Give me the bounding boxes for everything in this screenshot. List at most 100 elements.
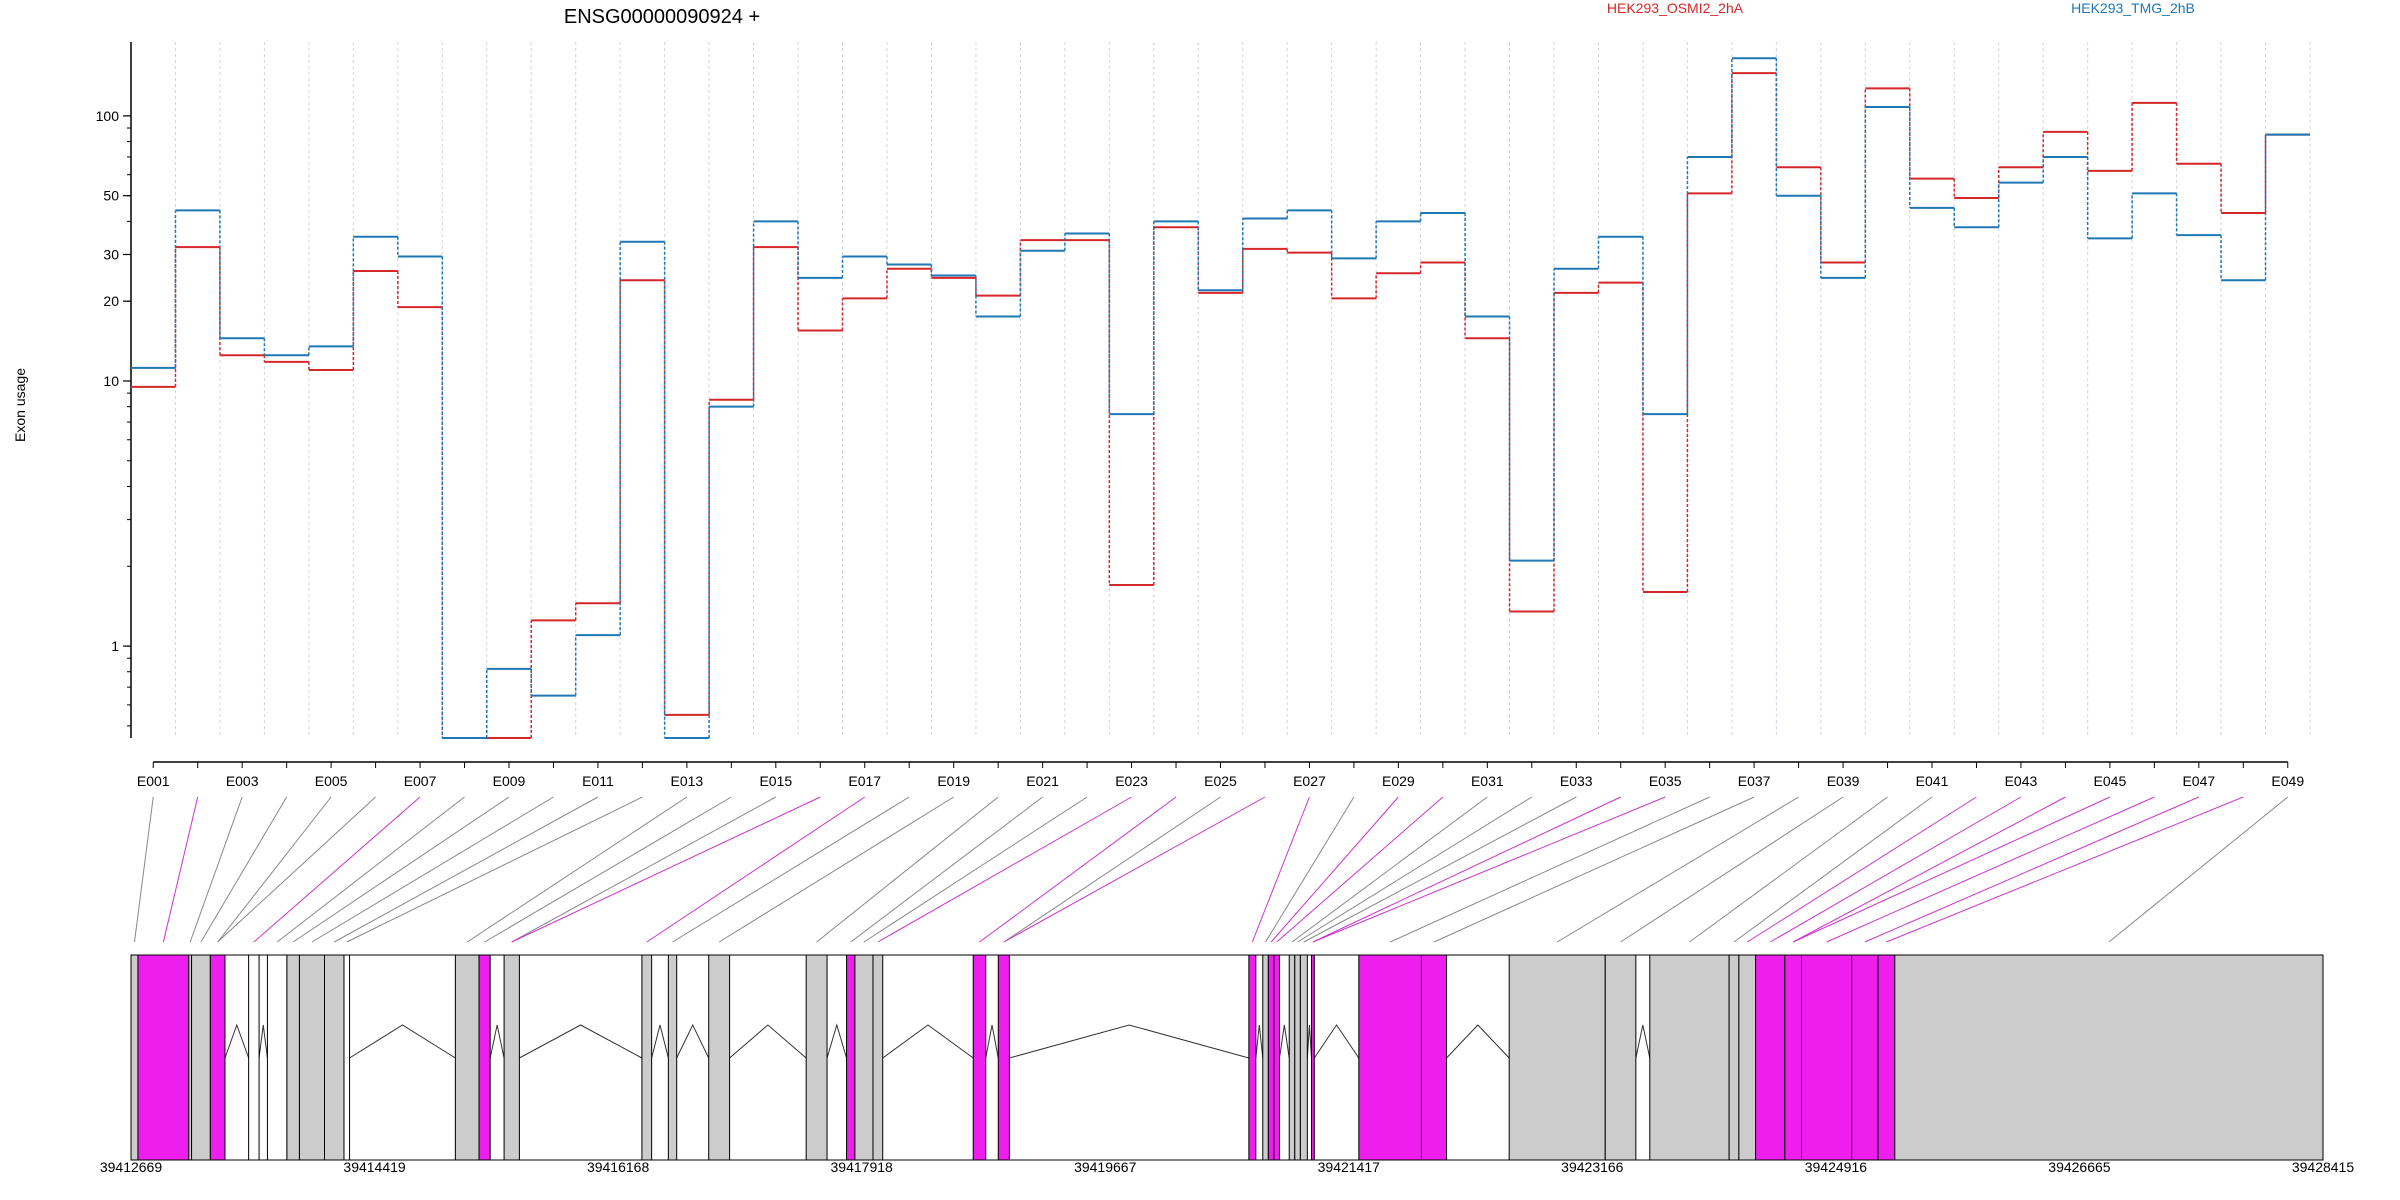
x-tick-label: E005 [315, 773, 348, 789]
exon-connector [1265, 796, 1355, 943]
y-tick-label: 100 [96, 108, 120, 124]
exon-connector [484, 796, 732, 943]
exon-connector [253, 796, 421, 943]
exon-connector [217, 796, 332, 943]
exon-connector [1270, 796, 1399, 943]
exon-connector [1297, 796, 1533, 943]
exon-connector [511, 796, 821, 943]
exon-connector [850, 796, 1043, 943]
exon-block [298, 954, 326, 1161]
exon-block [454, 954, 480, 1161]
genomic-coordinate-label: 39428415 [2292, 1159, 2355, 1175]
exon-connector [1312, 796, 1666, 943]
intron-line [676, 1023, 710, 1059]
exon-connector [162, 796, 199, 943]
intron-line [1255, 1024, 1264, 1059]
x-tick-label: E039 [1827, 773, 1860, 789]
exon-block [854, 954, 874, 1161]
intron-line [1306, 1024, 1312, 1059]
exon-block [1851, 954, 1879, 1161]
exon-connector [1276, 796, 1444, 943]
legend-label-osmi2: HEK293_OSMI2_2hA [1607, 0, 1744, 16]
x-tick-label: E031 [1471, 773, 1504, 789]
exon-connector [718, 796, 954, 943]
x-tick-label: E009 [493, 773, 526, 789]
exon-block [137, 954, 190, 1161]
exon-connector [1746, 796, 1977, 943]
exon-block [266, 954, 288, 1161]
exon-block [209, 954, 226, 1161]
exon-connector [1689, 796, 1888, 943]
exon-block [805, 954, 828, 1161]
exon-block [846, 954, 856, 1161]
genomic-coordinate-label: 39421417 [1318, 1159, 1381, 1175]
exon-block [1877, 954, 1896, 1161]
gene-model: 39412669 39414419 39416168 39417918 39419667… [100, 954, 2355, 1175]
exon-connector [466, 796, 688, 943]
data-series [131, 57, 2310, 739]
exon-block [1801, 954, 1853, 1161]
exon-connector [334, 796, 599, 943]
genomic-coordinate-label: 39424916 [1805, 1159, 1868, 1175]
exon-block [1273, 954, 1280, 1161]
genomic-coordinate-label: 39423166 [1561, 1159, 1624, 1175]
genomic-coordinate-label: 39426665 [2048, 1159, 2111, 1175]
exon-connector [1769, 796, 2022, 943]
exon-connector [1003, 796, 1266, 943]
y-tick-label: 10 [103, 373, 119, 389]
genomic-coordinate-label: 39419667 [1074, 1159, 1137, 1175]
exon-connector [979, 796, 1177, 943]
exon-block [1420, 954, 1448, 1161]
exon-connector [1864, 796, 2200, 943]
exon-connector [1792, 796, 2111, 943]
exon-connector [2108, 796, 2289, 943]
exon-connector [189, 796, 243, 943]
y-tick-label: 20 [103, 293, 119, 309]
intron-line [258, 1024, 268, 1059]
exon-block [667, 954, 678, 1161]
x-tick-label: E015 [759, 773, 792, 789]
exon-connector [511, 796, 777, 943]
exon-block [1288, 954, 1296, 1161]
exon-block [1784, 954, 1803, 1161]
exon-block [997, 954, 1010, 1161]
exon-connector [1291, 796, 1488, 943]
exon-connector [1792, 796, 2066, 943]
exon-block [1728, 954, 1740, 1161]
exon-block [1508, 954, 1606, 1161]
exon-block [708, 954, 731, 1161]
x-tick-label: E019 [937, 773, 970, 789]
intron-line [729, 1024, 807, 1059]
x-tick-label: E007 [404, 773, 437, 789]
exon-block [1604, 954, 1637, 1161]
genomic-coordinate-label: 39416168 [587, 1159, 650, 1175]
exon-connector [672, 796, 910, 943]
exon-block [1738, 954, 1757, 1161]
exon-connector [217, 796, 376, 943]
x-tick-label: E023 [1115, 773, 1148, 789]
intron-line [1635, 1024, 1651, 1059]
intron-line [349, 1024, 456, 1059]
exon-connector [1303, 796, 1577, 943]
genomic-coordinate-label: 39417918 [831, 1159, 894, 1175]
x-tick-label: E021 [1026, 773, 1059, 789]
exon-connector [1312, 796, 1621, 943]
exon-connector [311, 796, 554, 943]
x-tick-label: E025 [1204, 773, 1237, 789]
axes: 1 10 20 30 50 100 E001 E003 E005 E007 E009 E011 E013… [96, 42, 2304, 789]
y-tick-label: 30 [103, 247, 119, 263]
x-tick-label: E017 [848, 773, 881, 789]
exon-connector [1886, 796, 2244, 943]
intron-line [489, 1024, 505, 1059]
series-1 [131, 57, 2310, 739]
exon-block [1358, 954, 1422, 1161]
exon-connector [816, 796, 999, 943]
exon-block [191, 954, 211, 1161]
exon-connector [133, 796, 154, 943]
intron-line [1313, 1024, 1360, 1059]
exon-connectors [133, 796, 2289, 943]
exon-connector [1733, 796, 1933, 943]
x-tick-label: E043 [2005, 773, 2038, 789]
x-tick-label: E037 [1738, 773, 1771, 789]
exon-connector [1556, 796, 1799, 943]
